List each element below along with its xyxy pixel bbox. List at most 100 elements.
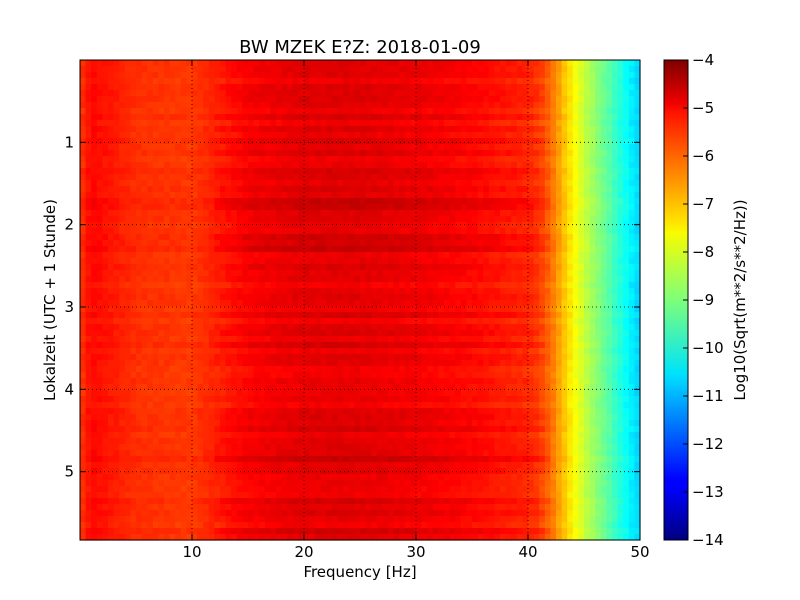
heatmap-cell (197, 318, 204, 325)
heatmap-cell (348, 312, 355, 319)
heatmap-cell (164, 126, 171, 133)
heatmap-cell (236, 288, 243, 295)
heatmap-cell (130, 258, 137, 265)
heatmap-cell (382, 168, 389, 175)
heatmap-cell (421, 240, 428, 247)
heatmap-cell (399, 156, 406, 163)
heatmap-cell (388, 162, 395, 169)
heatmap-cell (326, 324, 333, 331)
heatmap-cell (444, 234, 451, 241)
heatmap-cell (113, 246, 120, 253)
heatmap-cell (102, 306, 109, 313)
heatmap-cell (253, 66, 260, 73)
heatmap-cell (304, 264, 311, 271)
heatmap-cell (382, 270, 389, 277)
heatmap-cell (119, 210, 126, 217)
heatmap-cell (360, 138, 367, 145)
heatmap-cell (477, 300, 484, 307)
heatmap-cell (337, 288, 344, 295)
heatmap-cell (360, 318, 367, 325)
heatmap-cell (483, 258, 490, 265)
heatmap-cell (584, 108, 591, 115)
heatmap-cell (438, 234, 445, 241)
heatmap-cell (449, 84, 456, 91)
heatmap-cell (477, 108, 484, 115)
heatmap-cell (80, 276, 87, 283)
heatmap-cell (192, 198, 199, 205)
heatmap-cell (242, 348, 249, 355)
heatmap-cell (472, 90, 479, 97)
heatmap-cell (477, 180, 484, 187)
heatmap-cell (208, 246, 215, 253)
heatmap-cell (365, 240, 372, 247)
heatmap-cell (208, 180, 215, 187)
heatmap-cell (472, 132, 479, 139)
heatmap-cell (628, 216, 635, 223)
heatmap-cell (270, 216, 277, 223)
heatmap-cell (595, 66, 602, 73)
heatmap-cell (180, 252, 187, 259)
heatmap-cell (80, 174, 87, 181)
heatmap-cell (124, 258, 131, 265)
heatmap-cell (248, 246, 255, 253)
heatmap-cell (192, 78, 199, 85)
heatmap-cell (584, 324, 591, 331)
heatmap-cell (528, 168, 535, 175)
heatmap-cell (623, 300, 630, 307)
heatmap-cell (388, 348, 395, 355)
heatmap-cell (628, 84, 635, 91)
heatmap-cell (634, 162, 641, 169)
heatmap-cell (612, 192, 619, 199)
heatmap-cell (500, 60, 507, 67)
heatmap-cell (298, 120, 305, 127)
heatmap-cell (298, 240, 305, 247)
heatmap-cell (175, 306, 182, 313)
heatmap-cell (494, 66, 501, 73)
heatmap-cell (136, 294, 143, 301)
heatmap-cell (264, 174, 271, 181)
heatmap-cell (292, 180, 299, 187)
heatmap-cell (595, 348, 602, 355)
heatmap-cell (589, 192, 596, 199)
heatmap-cell (270, 144, 277, 151)
heatmap-cell (80, 96, 87, 103)
heatmap-cell (365, 270, 372, 277)
heatmap-cell (270, 204, 277, 211)
heatmap-cell (208, 330, 215, 337)
heatmap-cell (488, 252, 495, 259)
heatmap-cell (270, 342, 277, 349)
heatmap-cell (203, 264, 210, 271)
heatmap-cell (522, 312, 529, 319)
heatmap-cell (259, 84, 266, 91)
heatmap-cell (550, 162, 557, 169)
heatmap-cell (208, 318, 215, 325)
heatmap-cell (214, 234, 221, 241)
heatmap-cell (113, 300, 120, 307)
heatmap-cell (561, 252, 568, 259)
heatmap-cell (572, 90, 579, 97)
heatmap-cell (371, 96, 378, 103)
heatmap-cell (113, 144, 120, 151)
heatmap-cell (612, 114, 619, 121)
heatmap-cell (438, 306, 445, 313)
heatmap-cell (91, 312, 98, 319)
heatmap-cell (382, 258, 389, 265)
heatmap-cell (169, 288, 176, 295)
heatmap-cell (119, 228, 126, 235)
heatmap-cell (628, 348, 635, 355)
heatmap-cell (416, 312, 423, 319)
heatmap-cell (561, 348, 568, 355)
heatmap-cell (472, 186, 479, 193)
heatmap-cell (505, 132, 512, 139)
heatmap-cell (371, 78, 378, 85)
heatmap-cell (556, 324, 563, 331)
heatmap-cell (259, 312, 266, 319)
heatmap-cell (528, 348, 535, 355)
heatmap-cell (522, 300, 529, 307)
heatmap-cell (460, 240, 467, 247)
heatmap-cell (102, 204, 109, 211)
heatmap-cell (556, 216, 563, 223)
heatmap-cell (326, 138, 333, 145)
heatmap-cell (192, 108, 199, 115)
heatmap-cell (292, 78, 299, 85)
